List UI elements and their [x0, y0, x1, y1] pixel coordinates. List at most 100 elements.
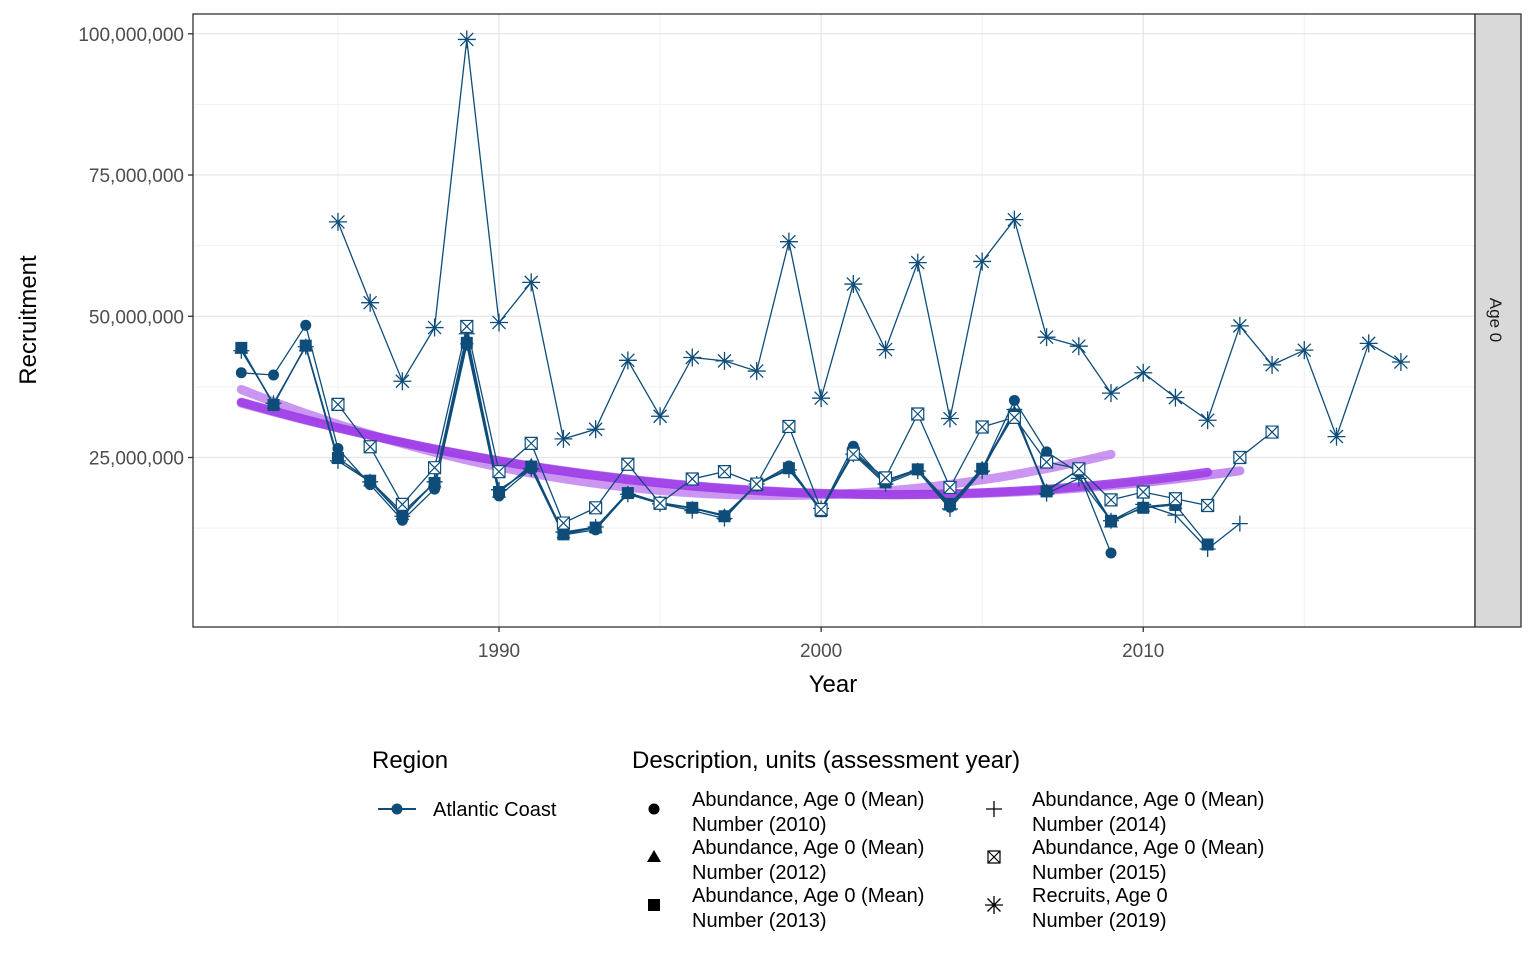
- legend-entry-line1: Abundance, Age 0 (Mean): [1032, 837, 1264, 859]
- point-boxcross: [427, 461, 442, 475]
- point-asterisk: [1134, 363, 1153, 382]
- legend-description-entries: Abundance, Age 0 (Mean)Number (2010)Abun…: [647, 789, 1264, 932]
- point-boxcross: [878, 471, 893, 485]
- point-boxcross: [1136, 485, 1150, 499]
- point-boxcross: [1201, 498, 1215, 513]
- point-boxcross: [975, 420, 989, 434]
- series-line: [337, 39, 1402, 440]
- grid-lines: [193, 14, 1475, 627]
- trend-line: [236, 398, 1245, 500]
- point-triangle: [647, 850, 661, 862]
- point-boxcross: [1168, 492, 1183, 506]
- point-boxcross: [589, 501, 603, 515]
- point-asterisk: [973, 252, 992, 271]
- data-series: [233, 30, 1410, 559]
- legend-entry-line1: Abundance, Age 0 (Mean): [692, 837, 924, 859]
- point-circle: [300, 319, 312, 331]
- y-axis: 25,000,000 50,000,000 75,000,000 100,000,00…: [78, 25, 193, 470]
- point-asterisk: [876, 340, 895, 359]
- x-tick-label: 1990: [478, 641, 520, 662]
- point-asterisk: [1327, 427, 1346, 446]
- point-boxcross: [363, 440, 377, 454]
- point-plus: [1135, 496, 1152, 513]
- point-asterisk: [457, 30, 476, 49]
- point-asterisk: [651, 407, 670, 426]
- point-plus: [909, 463, 926, 480]
- point-asterisk: [425, 318, 444, 337]
- legend: Region Atlantic Coast Description, units…: [372, 747, 1264, 932]
- point-asterisk: [1005, 210, 1024, 229]
- x-axis: 1990 2000 2010: [478, 627, 1164, 662]
- point-asterisk: [1166, 388, 1185, 407]
- point-boxcross: [782, 419, 796, 434]
- point-plus: [684, 502, 701, 519]
- point-square: [648, 899, 660, 911]
- point-circle: [648, 803, 660, 815]
- x-tick-label: 2000: [800, 641, 842, 662]
- point-asterisk: [1230, 316, 1249, 335]
- legend-description-entry: Abundance, Age 0 (Mean) Number (2014): [986, 789, 1264, 836]
- legend-entry-line1: Abundance, Age 0 (Mean): [1032, 789, 1264, 811]
- y-tick-label: 100,000,000: [78, 25, 184, 46]
- point-boxcross: [814, 502, 828, 517]
- point-asterisk: [1295, 341, 1314, 360]
- y-tick-label: 50,000,000: [89, 307, 184, 328]
- legend-entry-line2: Number (2015): [1032, 862, 1167, 884]
- point-plus: [986, 801, 1002, 817]
- point-boxcross: [1039, 455, 1054, 469]
- point-plus: [1167, 507, 1184, 524]
- point-asterisk: [618, 351, 637, 370]
- point-plus: [587, 518, 604, 535]
- panel-border: [192, 13, 1476, 628]
- point-plus: [523, 460, 540, 477]
- point-asterisk: [812, 389, 831, 408]
- y-axis-title: Recruitment: [15, 255, 42, 385]
- legend-region-title: Region: [372, 747, 448, 774]
- point-asterisk: [490, 313, 509, 332]
- point-asterisk: [1263, 355, 1282, 374]
- point-plus: [297, 338, 314, 355]
- x-tick-label: 2010: [1122, 641, 1164, 662]
- point-asterisk: [683, 348, 702, 367]
- legend-description-title: Description, units (assessment year): [632, 747, 1020, 774]
- point-circle: [235, 367, 247, 379]
- series-asterisk: [328, 30, 1410, 448]
- point-plus: [1231, 515, 1248, 532]
- legend-entry-line2: Number (2014): [1032, 814, 1167, 836]
- point-asterisk: [1198, 411, 1217, 430]
- point-boxcross: [685, 472, 699, 486]
- point-circle: [1008, 394, 1020, 406]
- point-boxcross: [943, 480, 957, 495]
- y-tick-label: 25,000,000: [89, 449, 184, 470]
- point-boxcross: [1233, 450, 1247, 465]
- point-plus: [716, 510, 733, 527]
- point-plus: [780, 461, 797, 478]
- legend-description-entry: Abundance, Age 0 (Mean) Number (2015): [987, 837, 1264, 884]
- facet-strip: [1474, 13, 1522, 628]
- legend-entry-line2: Number (2019): [1032, 910, 1167, 932]
- point-boxcross: [750, 477, 764, 491]
- point-plus: [491, 481, 508, 498]
- point-plus: [329, 452, 346, 469]
- point-boxcross: [717, 465, 732, 479]
- point-plus: [1038, 485, 1055, 502]
- point-boxcross: [460, 319, 474, 334]
- point-asterisk: [908, 253, 927, 272]
- legend-entry-line2: Number (2012): [692, 862, 827, 884]
- point-plus: [1199, 541, 1216, 558]
- point-circle: [268, 369, 280, 381]
- legend-entry-line1: Abundance, Age 0 (Mean): [692, 885, 924, 907]
- series-boxcross: [331, 319, 1279, 530]
- point-asterisk: [328, 212, 347, 231]
- point-boxcross: [653, 496, 667, 510]
- point-asterisk: [1391, 353, 1410, 372]
- point-asterisk: [779, 232, 798, 251]
- point-plus: [974, 463, 991, 480]
- legend-description-entry: Abundance, Age 0 (Mean) Number (2010): [648, 789, 924, 836]
- point-plus: [426, 473, 443, 490]
- point-boxcross: [492, 465, 506, 479]
- point-boxcross: [911, 407, 925, 421]
- point-boxcross: [621, 457, 635, 471]
- x-axis-title: Year: [809, 671, 858, 698]
